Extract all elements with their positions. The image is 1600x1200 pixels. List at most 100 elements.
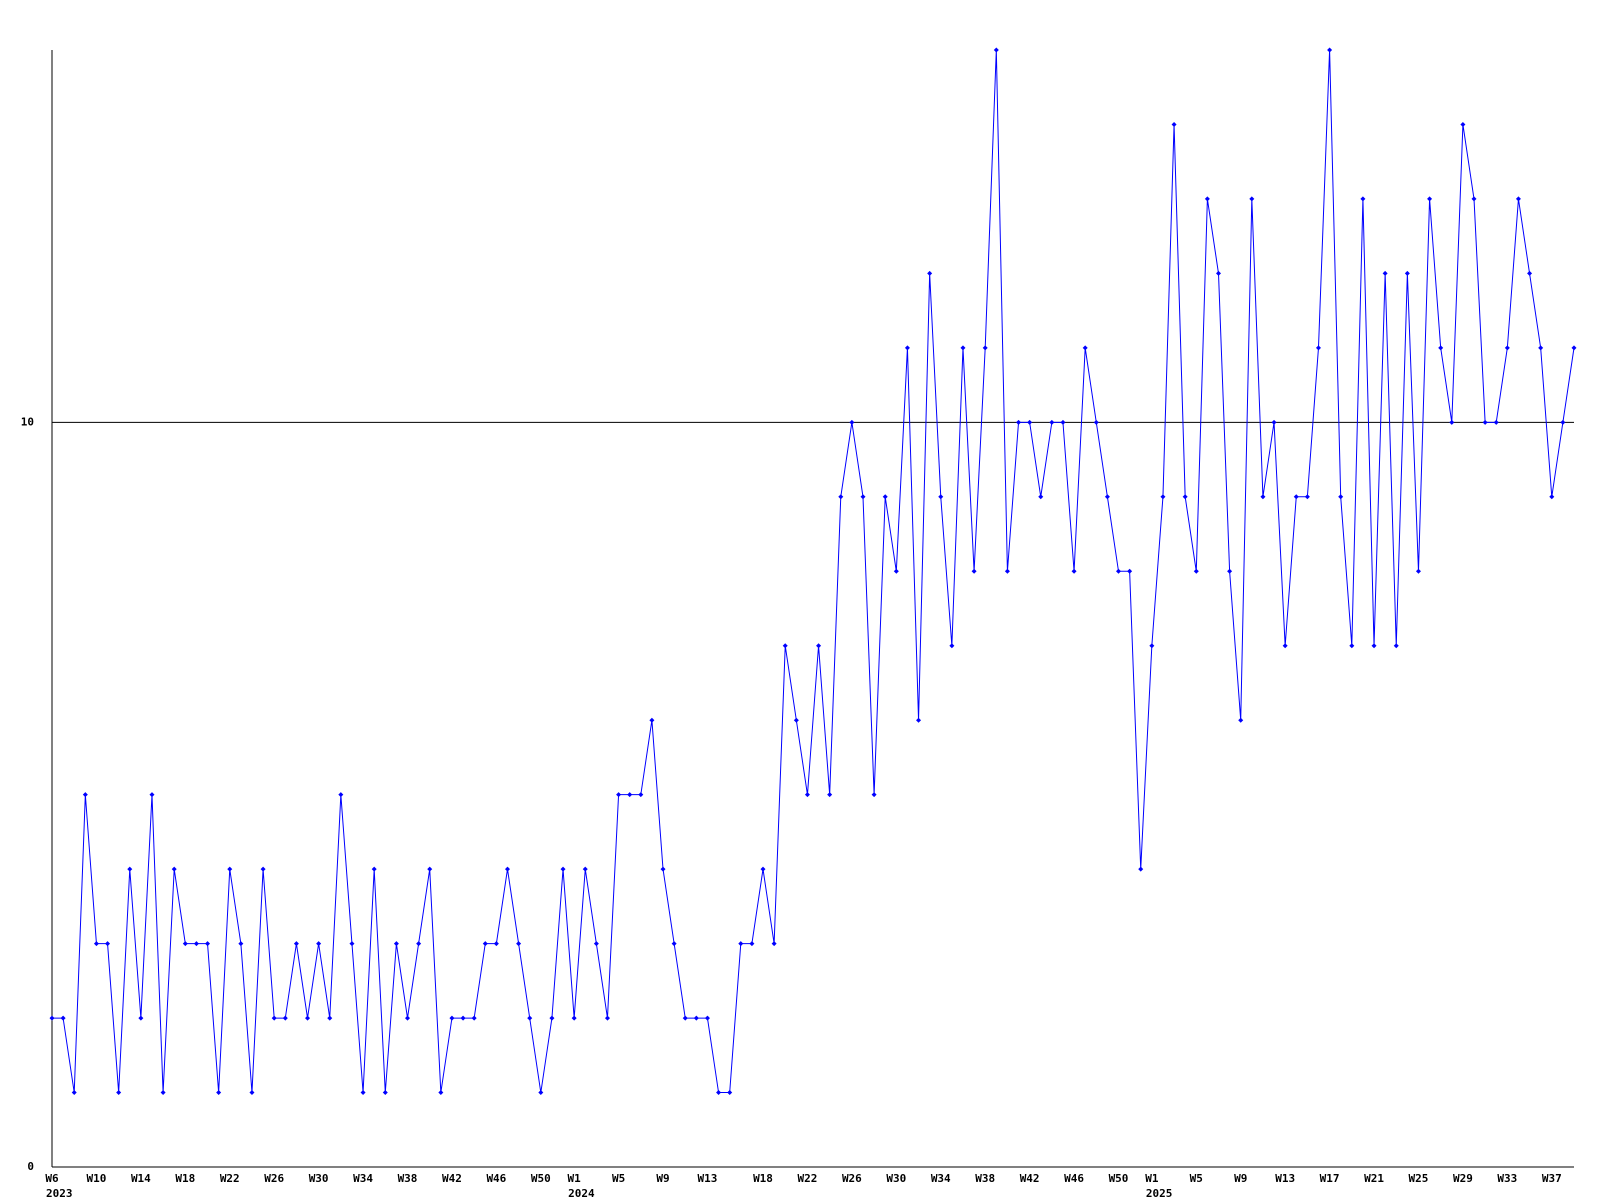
- data-point: [1260, 494, 1266, 500]
- x-group-label: 2025: [1146, 1187, 1173, 1200]
- data-point: [516, 941, 522, 947]
- data-point: [1404, 270, 1410, 276]
- data-point: [604, 1015, 610, 1021]
- data-point: [1149, 643, 1155, 649]
- data-point: [671, 941, 677, 947]
- data-point: [538, 1090, 544, 1096]
- x-tick-label: W18: [175, 1172, 195, 1185]
- data-point: [582, 866, 588, 872]
- data-point: [438, 1090, 444, 1096]
- data-point: [1315, 345, 1321, 351]
- data-point: [1371, 643, 1377, 649]
- data-point: [549, 1015, 555, 1021]
- data-point: [1171, 121, 1177, 127]
- data-point: [138, 1015, 144, 1021]
- data-point: [1215, 270, 1221, 276]
- data-point: [1049, 419, 1055, 425]
- data-point: [627, 792, 633, 798]
- data-point: [1438, 345, 1444, 351]
- data-point: [1427, 196, 1433, 202]
- data-point: [405, 1015, 411, 1021]
- x-tick-label: W6: [45, 1172, 59, 1185]
- data-point: [1482, 419, 1488, 425]
- data-point: [849, 419, 855, 425]
- data-point: [338, 792, 344, 798]
- data-point: [793, 717, 799, 723]
- x-group-label: 2023: [46, 1187, 73, 1200]
- data-point: [660, 866, 666, 872]
- data-point: [638, 792, 644, 798]
- data-point: [1249, 196, 1255, 202]
- x-tick-label: W9: [656, 1172, 669, 1185]
- data-point: [82, 792, 88, 798]
- data-point: [1571, 345, 1577, 351]
- data-point: [1527, 270, 1533, 276]
- data-line: [52, 49, 1575, 1094]
- data-point: [205, 941, 211, 947]
- data-point: [916, 717, 922, 723]
- data-point: [1560, 419, 1566, 425]
- x-tick-label: W22: [798, 1172, 818, 1185]
- data-point: [1538, 345, 1544, 351]
- data-point: [149, 792, 155, 798]
- data-point: [838, 494, 844, 500]
- data-point: [1393, 643, 1399, 649]
- data-point: [171, 866, 177, 872]
- x-tick-label: W17: [1320, 1172, 1340, 1185]
- data-point: [682, 1015, 688, 1021]
- data-point: [127, 866, 133, 872]
- x-tick-label: W13: [698, 1172, 718, 1185]
- data-point: [1093, 419, 1099, 425]
- x-tick-label: W21: [1364, 1172, 1384, 1185]
- data-point: [804, 792, 810, 798]
- data-point: [105, 941, 111, 947]
- data-point: [649, 717, 655, 723]
- data-point: [382, 1090, 388, 1096]
- x-tick-label: W26: [842, 1172, 862, 1185]
- data-point: [1227, 568, 1233, 574]
- data-point: [227, 866, 233, 872]
- data-point: [871, 792, 877, 798]
- data-point: [116, 1090, 122, 1096]
- data-point: [1504, 345, 1510, 351]
- data-point: [1327, 47, 1333, 53]
- data-point: [1549, 494, 1555, 500]
- data-point: [993, 47, 999, 53]
- x-group-label: 2024: [568, 1187, 595, 1200]
- data-point: [1193, 568, 1199, 574]
- data-point: [1204, 196, 1210, 202]
- data-point: [1282, 643, 1288, 649]
- data-point: [949, 643, 955, 649]
- data-point: [560, 866, 566, 872]
- data-point: [593, 941, 599, 947]
- x-tick-label: W50: [531, 1172, 551, 1185]
- data-point: [1082, 345, 1088, 351]
- data-point: [1160, 494, 1166, 500]
- data-point: [293, 941, 299, 947]
- data-point: [1138, 866, 1144, 872]
- data-point: [1293, 494, 1299, 500]
- data-point: [260, 866, 266, 872]
- data-point: [327, 1015, 333, 1021]
- x-tick-label: W13: [1275, 1172, 1295, 1185]
- data-point: [449, 1015, 455, 1021]
- data-point: [571, 1015, 577, 1021]
- data-point: [93, 941, 99, 947]
- data-point: [760, 866, 766, 872]
- data-point: [893, 568, 899, 574]
- data-point: [416, 941, 422, 947]
- x-tick-label: W42: [1020, 1172, 1040, 1185]
- data-point: [527, 1015, 533, 1021]
- data-point: [716, 1090, 722, 1096]
- data-point: [371, 866, 377, 872]
- data-point: [160, 1090, 166, 1096]
- y-tick-label: 10: [21, 415, 34, 428]
- data-point: [216, 1090, 222, 1096]
- data-point: [1449, 419, 1455, 425]
- x-tick-label: W25: [1409, 1172, 1429, 1185]
- x-tick-label: W9: [1234, 1172, 1247, 1185]
- data-point: [460, 1015, 466, 1021]
- data-point: [1493, 419, 1499, 425]
- data-point: [1338, 494, 1344, 500]
